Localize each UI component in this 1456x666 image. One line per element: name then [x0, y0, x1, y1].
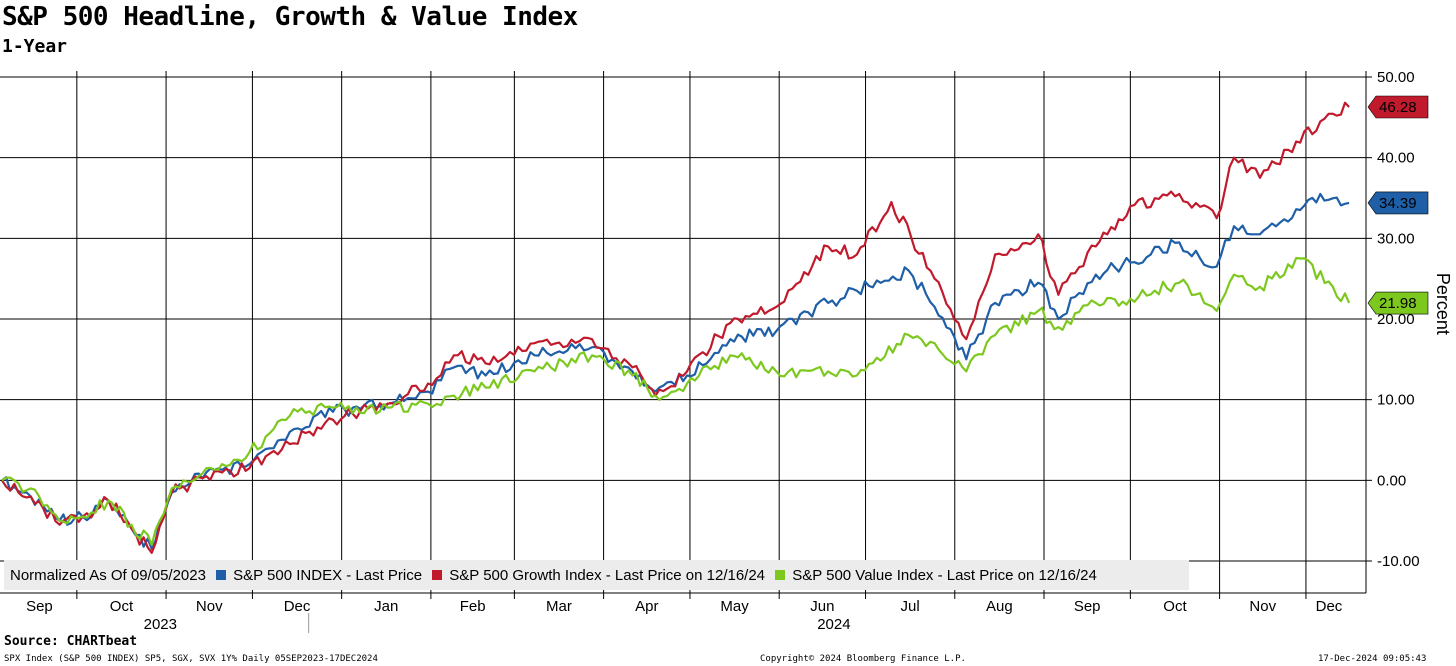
x-tick-label: Apr: [635, 598, 658, 615]
last-value-tag: [1367, 191, 1429, 215]
x-tick-label: Nov: [1249, 598, 1276, 615]
legend-label-growth: S&P 500 Growth Index - Last Price on 12/…: [449, 566, 766, 584]
x-tick-label: Oct: [110, 598, 134, 615]
legend-label-value: S&P 500 Value Index - Last Price on 12/1…: [792, 566, 1097, 584]
legend-normalized-note: Normalized As Of 09/05/2023: [10, 566, 206, 584]
legend-swatch-spx: [215, 569, 226, 580]
x-tick-label: Sep: [26, 598, 53, 615]
x-tick-label: Nov: [196, 598, 223, 615]
legend-swatch-value: [775, 569, 786, 580]
footer-ticker-info: SPX Index (S&P 500 INDEX) SP5, SGX, SVX …: [4, 654, 378, 664]
x-tick-label: Mar: [546, 598, 572, 615]
x-tick-label: Jul: [901, 598, 920, 615]
x-tick-label: Jan: [374, 598, 398, 615]
last-value-label: 34.39: [1379, 195, 1417, 212]
legend-item-value: S&P 500 Value Index - Last Price on 12/1…: [775, 567, 1097, 584]
legend-swatch-growth: [432, 569, 443, 580]
y-tick-label: 50.00: [1377, 69, 1415, 86]
chart-area: 50.00 40.00 30.00 20.00 10.00 0.00 -10.00 Sep Oc…: [0, 69, 1453, 633]
last-value-tag: [1367, 291, 1429, 315]
footer-copyright: Copyright© 2024 Bloomberg Finance L.P.: [760, 654, 966, 664]
last-value-label: 21.98: [1379, 295, 1417, 312]
x-tick-label: Aug: [986, 598, 1013, 615]
chart-title: S&P 500 Headline, Growth & Value Index: [2, 2, 578, 32]
x-tick-label: Feb: [460, 598, 486, 615]
series-line: [1, 101, 1350, 555]
x-tick-label: Oct: [1163, 598, 1187, 615]
last-value-label: 46.28: [1379, 99, 1417, 116]
y-tick-label: 40.00: [1377, 150, 1415, 167]
year-label-2024: 2024: [817, 616, 850, 633]
x-tick-label: May: [720, 598, 749, 615]
series-line: [1, 192, 1350, 551]
last-value-tag: [1367, 95, 1429, 119]
series-line: [1, 256, 1351, 547]
year-label-2023: 2023: [144, 616, 177, 633]
y-tick-label: 10.00: [1377, 392, 1415, 409]
legend-item-growth: S&P 500 Growth Index - Last Price on 12/…: [432, 567, 765, 584]
y-axis-title: Percent: [1433, 273, 1453, 335]
legend-label-spx: S&P 500 INDEX - Last Price: [233, 566, 423, 584]
x-tick-label: Dec: [1316, 598, 1343, 615]
y-tick-label: 0.00: [1377, 472, 1406, 489]
legend-item-spx: S&P 500 INDEX - Last Price: [215, 566, 423, 584]
legend: Normalized As Of 09/05/2023 S&P 500 INDE…: [4, 560, 1189, 590]
y-tick-label: -10.00: [1377, 553, 1420, 570]
x-tick-label: Jun: [810, 598, 834, 615]
chart-subtitle: 1-Year: [2, 36, 68, 57]
y-tick-label: 20.00: [1377, 311, 1415, 328]
footer-timestamp: 17-Dec-2024 09:05:43: [1318, 654, 1427, 664]
x-tick-label: Dec: [284, 598, 311, 615]
x-tick-label: Sep: [1074, 598, 1101, 615]
source-note: Source: CHARTbeat: [4, 634, 138, 649]
y-tick-label: 30.00: [1377, 230, 1415, 247]
